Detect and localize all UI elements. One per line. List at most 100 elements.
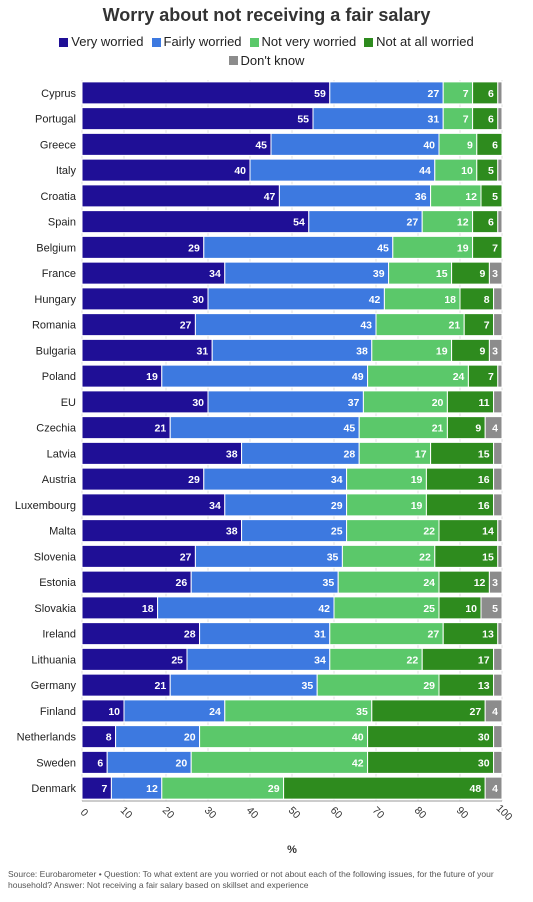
data-label: 16 (478, 500, 490, 512)
bar-segment (199, 622, 331, 646)
data-label: 30 (478, 732, 490, 744)
data-label: 36 (415, 191, 427, 203)
category-label: Slovakia (34, 603, 76, 615)
bar-segment (480, 184, 503, 208)
bar-segment (81, 132, 272, 156)
bar-segment (190, 750, 369, 774)
legend-item: Fairly worried (151, 33, 242, 51)
bar-segment (493, 750, 503, 774)
bar-segment (81, 235, 205, 259)
data-label: 24 (423, 577, 435, 589)
data-label: 38 (356, 345, 368, 357)
category-label: Lithuania (31, 654, 77, 666)
data-label: 6 (488, 217, 494, 229)
data-label: 24 (453, 371, 465, 383)
category-label: Slovenia (34, 551, 77, 563)
data-label: 38 (226, 448, 238, 460)
data-label: 21 (432, 423, 444, 435)
data-label: 42 (369, 294, 381, 306)
category-label: Ireland (42, 629, 76, 641)
data-label: 18 (142, 603, 154, 615)
bar-segment (329, 622, 444, 646)
legend-item: Very worried (59, 33, 144, 51)
data-label: 10 (461, 165, 473, 177)
data-label: 45 (344, 423, 356, 435)
bar-segment (367, 750, 495, 774)
bar-segment (81, 287, 209, 311)
bar-segment (81, 210, 310, 234)
x-axis-title: % (287, 844, 297, 856)
bar-segment (81, 107, 314, 131)
legend-swatch (249, 37, 259, 47)
data-label: 47 (264, 191, 276, 203)
bar-segment (497, 364, 503, 388)
category-label: Sweden (36, 757, 76, 769)
bar-segment (241, 441, 360, 465)
data-label: 9 (475, 423, 481, 435)
bar-segment (81, 441, 243, 465)
data-label: 11 (478, 397, 489, 409)
data-label: 7 (463, 114, 469, 126)
bar-segment (308, 210, 423, 234)
bar-segment (169, 673, 318, 697)
bar-segment (81, 338, 213, 362)
bar-segment (199, 725, 369, 749)
bar-segment (203, 235, 394, 259)
x-tick-label: 80 (412, 805, 429, 822)
legend-label: Very worried (71, 34, 144, 49)
data-label: 29 (331, 500, 343, 512)
bar-segment (312, 107, 444, 131)
data-label: 28 (344, 448, 356, 460)
data-label: 49 (352, 371, 364, 383)
bar-segment (81, 184, 280, 208)
data-label: 15 (436, 268, 448, 280)
x-tick-label: 10 (118, 805, 135, 822)
data-label: 8 (106, 732, 112, 744)
data-label: 22 (419, 551, 431, 563)
data-label: 44 (419, 165, 431, 177)
data-label: 7 (463, 88, 469, 100)
bar-segment (493, 390, 503, 414)
bar-segment (484, 416, 503, 440)
data-label: 4 (492, 706, 498, 718)
x-tick-label: 0 (78, 807, 91, 820)
data-label: 29 (423, 680, 435, 692)
bar-segment (484, 699, 503, 723)
data-label: 14 (482, 526, 494, 538)
data-label: 17 (415, 448, 427, 460)
data-label: 27 (470, 706, 482, 718)
legend-label: Not at all worried (376, 34, 474, 49)
category-label: Greece (40, 139, 76, 151)
data-label: 12 (146, 783, 158, 795)
bar-segment (472, 107, 499, 131)
bar-segment (329, 81, 444, 105)
data-label: 13 (482, 629, 494, 641)
data-label: 12 (474, 577, 486, 589)
data-label: 35 (356, 706, 368, 718)
data-label: 43 (360, 320, 372, 332)
category-label: Poland (42, 371, 76, 383)
bar-segment (493, 313, 503, 337)
bar-segment (472, 210, 499, 234)
data-label: 6 (488, 114, 494, 126)
data-label: 21 (155, 680, 167, 692)
x-tick-label: 50 (286, 805, 303, 822)
data-label: 54 (293, 217, 305, 229)
data-label: 30 (192, 397, 204, 409)
data-label: 5 (492, 603, 498, 615)
data-label: 55 (297, 114, 309, 126)
category-label: Spain (48, 217, 76, 229)
bar-segment (224, 261, 390, 285)
bar-segment (194, 313, 377, 337)
data-label: 35 (323, 577, 335, 589)
data-label: 22 (423, 526, 435, 538)
legend-swatch (364, 37, 374, 47)
data-label: 35 (327, 551, 339, 563)
data-label: 4 (492, 423, 498, 435)
bar-segment (224, 699, 373, 723)
x-tick-label: 20 (160, 805, 177, 822)
bar-segment (493, 493, 503, 517)
data-label: 29 (268, 783, 280, 795)
category-label: Croatia (41, 191, 77, 203)
